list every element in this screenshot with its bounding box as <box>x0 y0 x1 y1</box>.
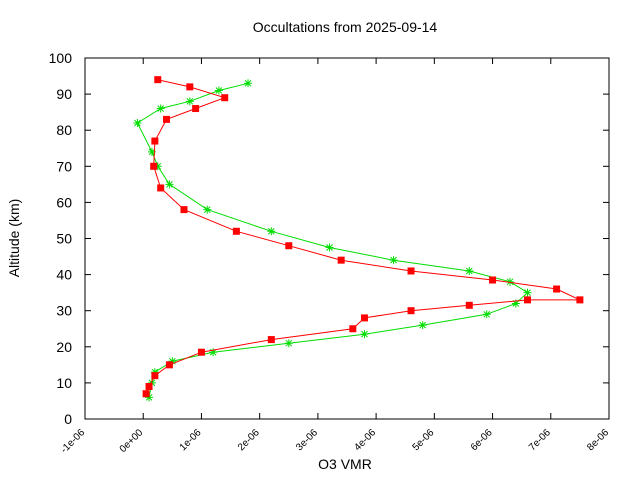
x-tick-label: 1e-06 <box>178 427 204 453</box>
y-tick-label: 100 <box>49 50 73 66</box>
x-tick-label: 0e+00 <box>118 427 146 455</box>
data-point <box>511 299 520 308</box>
x-tick-label: 4e-06 <box>352 427 378 453</box>
data-point <box>186 83 194 91</box>
data-point <box>147 147 156 156</box>
data-point <box>360 314 368 322</box>
y-tick-label: 90 <box>56 86 72 102</box>
data-point <box>523 288 532 297</box>
data-point <box>506 277 515 286</box>
data-point <box>221 94 229 102</box>
series-1 <box>142 76 584 398</box>
data-point <box>150 368 159 377</box>
data-point <box>157 184 165 192</box>
data-point <box>489 276 497 284</box>
data-point <box>576 296 584 304</box>
data-point <box>168 357 177 366</box>
data-point <box>197 348 205 356</box>
data-point <box>465 301 473 309</box>
plot-series <box>133 76 584 402</box>
data-point <box>214 86 223 95</box>
data-point <box>244 79 253 88</box>
data-point <box>154 76 162 84</box>
y-tick-label: 10 <box>56 375 72 391</box>
data-point <box>180 206 188 214</box>
x-tick-label: -1e-06 <box>59 427 88 456</box>
data-point <box>147 378 156 387</box>
data-point <box>156 104 165 113</box>
x-tick-label: 5e-06 <box>411 427 437 453</box>
data-point <box>407 267 415 275</box>
data-point <box>349 325 357 333</box>
data-point <box>482 310 491 319</box>
series-line <box>136 82 529 398</box>
data-point <box>133 118 142 127</box>
x-tick-label: 8e-06 <box>585 427 611 453</box>
chart-title: Occultations from 2025-09-14 <box>253 19 438 35</box>
y-tick-label: 0 <box>64 411 72 427</box>
y-tick-label: 20 <box>56 339 72 355</box>
data-point <box>185 97 194 106</box>
data-point <box>151 372 159 380</box>
data-point <box>465 266 474 275</box>
data-point <box>192 105 200 113</box>
plot-frame <box>84 57 610 420</box>
data-point <box>203 205 212 214</box>
data-point <box>285 242 293 250</box>
data-point <box>267 336 275 344</box>
y-tick-label: 30 <box>56 303 72 319</box>
data-point <box>389 256 398 265</box>
x-axis: -1e-06 0e+00 1e-06 2e-06 3e-06 4e-06 5e-06 6e-0… <box>59 58 611 456</box>
data-point <box>267 227 276 236</box>
data-point <box>142 390 150 398</box>
data-point <box>153 162 162 171</box>
data-point <box>163 115 171 123</box>
data-point <box>360 330 369 339</box>
x-tick-label: 7e-06 <box>527 427 553 453</box>
x-tick-label: 6e-06 <box>469 427 495 453</box>
x-tick-label: 3e-06 <box>294 427 320 453</box>
data-point <box>145 393 154 402</box>
data-point <box>145 383 153 391</box>
data-point <box>407 307 415 315</box>
data-point <box>165 180 174 189</box>
y-tick-label: 70 <box>56 158 72 174</box>
series-line <box>145 79 581 394</box>
data-point <box>325 243 334 252</box>
data-point <box>337 256 345 264</box>
y-axis: 0 10 20 30 40 50 60 70 80 90 100 <box>49 50 609 427</box>
data-point <box>165 361 173 369</box>
data-point <box>553 285 561 293</box>
y-tick-label: 80 <box>56 122 72 138</box>
x-axis-label: O3 VMR <box>318 456 372 472</box>
data-point <box>284 339 293 348</box>
y-tick-label: 40 <box>56 267 72 283</box>
data-point <box>523 296 531 304</box>
data-point <box>418 321 427 330</box>
series-0 <box>133 79 532 402</box>
data-point <box>232 227 240 235</box>
y-axis-label: Altitude (km) <box>6 199 22 278</box>
data-point <box>151 137 159 145</box>
y-tick-label: 50 <box>56 231 72 247</box>
y-tick-label: 60 <box>56 194 72 210</box>
data-point <box>150 162 158 170</box>
data-point <box>209 348 218 357</box>
x-tick-label: 2e-06 <box>236 427 262 453</box>
